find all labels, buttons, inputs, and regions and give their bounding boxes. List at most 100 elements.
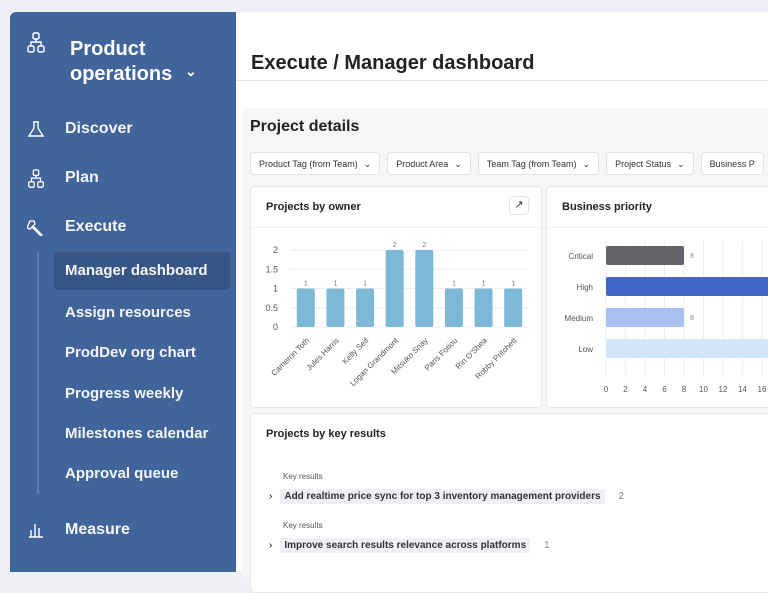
data-label: 2 bbox=[393, 242, 397, 249]
page-title: Execute / Manager dashboard bbox=[251, 52, 535, 74]
expand-button[interactable]: ↗ bbox=[509, 196, 529, 215]
bar bbox=[606, 308, 684, 327]
data-label: 1 bbox=[511, 281, 515, 288]
chevron-down-icon: ⌄ bbox=[363, 159, 372, 169]
data-label: 1 bbox=[304, 281, 308, 288]
chevron-right-icon[interactable]: › bbox=[269, 540, 273, 551]
x-tick-label: 12 bbox=[719, 385, 728, 394]
key-result-row[interactable]: › Add realtime price sync for top 3 inven… bbox=[269, 489, 624, 504]
data-label: 1 bbox=[363, 281, 367, 288]
divider bbox=[236, 80, 768, 81]
y-tick-label: 1 bbox=[273, 284, 278, 294]
data-label: 8 bbox=[690, 253, 694, 260]
filter-label: Team Tag (from Team) bbox=[486, 159, 577, 169]
y-tick-label: Critical bbox=[569, 252, 594, 261]
business-priority-chart: 0 2 4 6 8 10 12 14 16 Critical 8 High Medium 8 Low bbox=[565, 241, 768, 394]
filter-team-tag[interactable]: Team Tag (from Team) ⌄ bbox=[477, 152, 600, 175]
subnav-proddev-org-chart[interactable]: ProdDev org chart bbox=[65, 344, 196, 361]
nav-execute[interactable]: Execute bbox=[65, 218, 127, 235]
card-title: Business priority bbox=[562, 201, 652, 213]
x-tick-label: 0 bbox=[604, 385, 609, 394]
x-tick-label: 2 bbox=[623, 385, 628, 394]
key-result-row[interactable]: › Improve search results relevance across… bbox=[269, 538, 550, 553]
data-label: 1 bbox=[452, 281, 456, 288]
group-label: Key results bbox=[283, 521, 323, 530]
data-label: 1 bbox=[333, 281, 337, 288]
wrench-icon bbox=[27, 220, 43, 236]
bar bbox=[606, 339, 768, 358]
bar bbox=[606, 277, 768, 296]
filter-label: Product Tag (from Team) bbox=[259, 159, 358, 169]
filter-bar: Product Tag (from Team) ⌄ Product Area ⌄ T… bbox=[250, 152, 764, 175]
y-tick-label: High bbox=[577, 283, 593, 292]
chevron-down-icon: ⌄ bbox=[454, 159, 462, 169]
y-tick-label: Low bbox=[578, 345, 593, 354]
bar bbox=[296, 288, 315, 327]
subnav-manager-dashboard[interactable]: Manager dashboard bbox=[54, 252, 230, 290]
chevron-right-icon[interactable]: › bbox=[269, 491, 273, 502]
nav-measure[interactable]: Measure bbox=[65, 521, 130, 538]
bar bbox=[474, 288, 493, 327]
x-tick-label: Kelly Seif bbox=[341, 336, 371, 366]
data-label: 2 bbox=[422, 242, 426, 249]
chevron-down-icon: ⌄ bbox=[677, 159, 685, 169]
x-tick-label: 16 bbox=[758, 385, 767, 394]
x-tick-label: 14 bbox=[738, 385, 747, 394]
key-result-name: Add realtime price sync for top 3 invent… bbox=[280, 489, 605, 504]
x-tick-label: Cameron Toth bbox=[269, 336, 311, 378]
bar bbox=[356, 288, 375, 327]
main-content: Execute / Manager dashboard Project deta… bbox=[236, 12, 768, 593]
subnav-assign-resources[interactable]: Assign resources bbox=[65, 304, 191, 321]
y-tick-label: 2 bbox=[273, 245, 278, 255]
nav-plan[interactable]: Plan bbox=[65, 169, 99, 186]
y-tick-label: 0.5 bbox=[265, 303, 278, 313]
filter-label: Project Status bbox=[615, 159, 672, 169]
filter-product-tag[interactable]: Product Tag (from Team) ⌄ bbox=[250, 152, 381, 175]
sidebar: Product operations ⌄ Discover Plan Execut… bbox=[10, 12, 236, 572]
flask-icon bbox=[27, 121, 45, 137]
business-priority-card: Business priority 0 2 4 6 8 10 12 14 16 Critical 8… bbox=[546, 186, 768, 408]
filter-project-status[interactable]: Project Status ⌄ bbox=[606, 152, 694, 175]
projects-by-owner-card: Projects by owner ↗ 0 0.5 1 1.5 2 1 Cameron To… bbox=[250, 186, 542, 408]
card-title: Projects by key results bbox=[266, 428, 386, 440]
group-label: Key results bbox=[283, 472, 323, 481]
hierarchy-icon bbox=[28, 169, 44, 188]
subnav-approval-queue[interactable]: Approval queue bbox=[65, 465, 179, 482]
bar bbox=[444, 288, 463, 327]
x-tick-label: 6 bbox=[662, 385, 667, 394]
data-label: 8 bbox=[690, 315, 694, 322]
nav-discover[interactable]: Discover bbox=[65, 120, 133, 137]
chevron-down-icon: ⌄ bbox=[582, 159, 591, 169]
divider bbox=[547, 227, 768, 228]
key-results-card: Projects by key results Key results › Add… bbox=[250, 413, 768, 593]
section-title: Project details bbox=[250, 118, 360, 135]
bar bbox=[385, 250, 404, 327]
filter-label: Product Area bbox=[396, 159, 449, 169]
key-result-name: Improve search results relevance across … bbox=[280, 538, 531, 553]
bar-chart-icon bbox=[29, 524, 43, 538]
bar bbox=[606, 246, 684, 265]
y-tick-label: 1.5 bbox=[265, 264, 278, 274]
hierarchy-icon bbox=[27, 32, 45, 53]
filter-label: Business P bbox=[709, 159, 755, 169]
bar bbox=[504, 288, 523, 327]
divider bbox=[251, 227, 541, 228]
subnav-milestones-calendar[interactable]: Milestones calendar bbox=[65, 425, 209, 442]
chevron-down-icon: ⌄ bbox=[185, 63, 197, 79]
x-tick-label: 4 bbox=[643, 385, 648, 394]
subnav-progress-weekly[interactable]: Progress weekly bbox=[65, 385, 184, 402]
x-tick-label: 10 bbox=[699, 385, 708, 394]
bar bbox=[415, 250, 434, 327]
data-label: 1 bbox=[482, 281, 486, 288]
key-result-count: 1 bbox=[544, 540, 550, 551]
workspace-name: Product operations bbox=[70, 38, 173, 85]
y-tick-label: Medium bbox=[565, 314, 594, 323]
subnav-line bbox=[37, 252, 39, 494]
card-title: Projects by owner bbox=[266, 201, 361, 213]
workspace-switcher[interactable]: Product operations ⌄ bbox=[70, 37, 197, 87]
key-result-count: 2 bbox=[618, 491, 625, 502]
bar bbox=[326, 288, 345, 327]
filter-business-priority[interactable]: Business P bbox=[700, 152, 764, 175]
filter-product-area[interactable]: Product Area ⌄ bbox=[387, 152, 471, 175]
